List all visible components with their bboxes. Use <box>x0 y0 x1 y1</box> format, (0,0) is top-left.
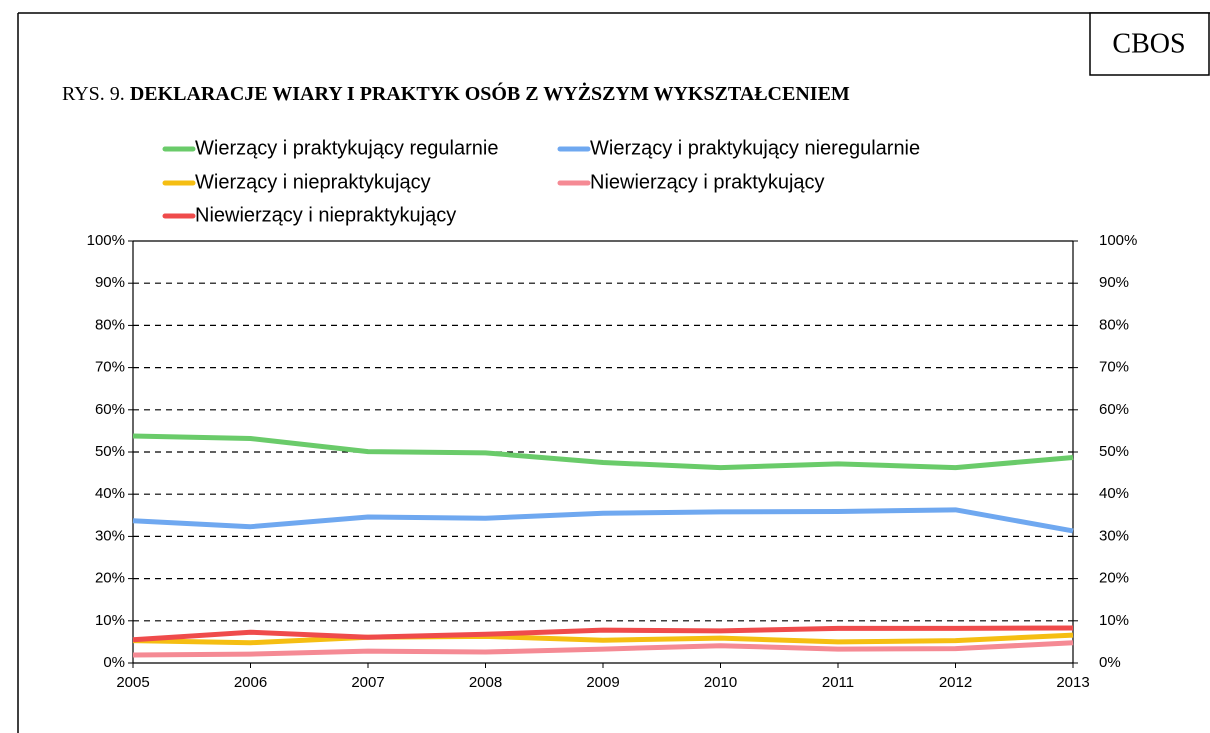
y-tick-label: 60% <box>95 401 125 418</box>
badge-box <box>1089 12 1210 76</box>
y2-tick-label: 0% <box>1099 654 1121 671</box>
y2-tick-label: 80% <box>1099 316 1129 333</box>
series-line <box>132 625 1074 643</box>
y2-tick-label: 100% <box>1099 232 1137 249</box>
legend-label: Niewierzący i niepraktykujący <box>195 204 456 226</box>
y2-tick-label: 70% <box>1099 359 1129 376</box>
y-tick-label: 10% <box>95 612 125 629</box>
y2-tick-label: 20% <box>1099 570 1129 587</box>
x-tick-label: 2010 <box>704 674 737 691</box>
y2-tick-label: 40% <box>1099 485 1129 502</box>
y-tick-label: 40% <box>95 485 125 502</box>
series-line <box>132 632 1074 646</box>
y-tick-label: 20% <box>95 570 125 587</box>
chart-title: RYS. 9. DEKLARACJE WIARY I PRAKTYK OSÓB … <box>62 81 850 105</box>
y2-tick-label: 50% <box>1099 443 1129 460</box>
title: DEKLARACJE WIARY I PRAKTYK OSÓB Z WYŻSZY… <box>130 81 850 105</box>
y2-tick-label: 90% <box>1099 274 1129 291</box>
series-line <box>132 507 1074 534</box>
y-tick-label: 0% <box>103 654 125 671</box>
y-tick-label: 100% <box>87 232 125 249</box>
legend-label: Wierzący i niepraktykujący <box>195 171 431 193</box>
badge: CBOS <box>1112 28 1185 59</box>
y2-tick-label: 10% <box>1099 612 1129 629</box>
legend-label: Wierzący i praktykujący regularnie <box>195 137 498 159</box>
series-line <box>132 640 1074 658</box>
x-tick-label: 2012 <box>939 674 972 691</box>
x-tick-label: 2007 <box>351 674 384 691</box>
legend-label: Wierzący i praktykujący nieregularnie <box>590 137 920 159</box>
x-tick-label: 2008 <box>469 674 502 691</box>
y-tick-label: 50% <box>95 443 125 460</box>
legend-label: Niewierzący i praktykujący <box>590 171 825 193</box>
x-tick-label: 2013 <box>1056 674 1089 691</box>
y-tick-label: 80% <box>95 316 125 333</box>
x-tick-label: 2011 <box>822 674 854 691</box>
y-tick-label: 30% <box>95 527 125 544</box>
x-tick-label: 2006 <box>234 674 267 691</box>
y2-tick-label: 60% <box>1099 401 1129 418</box>
x-tick-label: 2009 <box>586 674 619 691</box>
y2-tick-label: 30% <box>1099 527 1129 544</box>
series-line <box>132 433 1074 471</box>
x-tick-label: 2005 <box>116 674 149 691</box>
figure-label: RYS. 9. <box>62 83 125 105</box>
y-tick-label: 70% <box>95 359 125 376</box>
y-tick-label: 90% <box>95 274 125 291</box>
